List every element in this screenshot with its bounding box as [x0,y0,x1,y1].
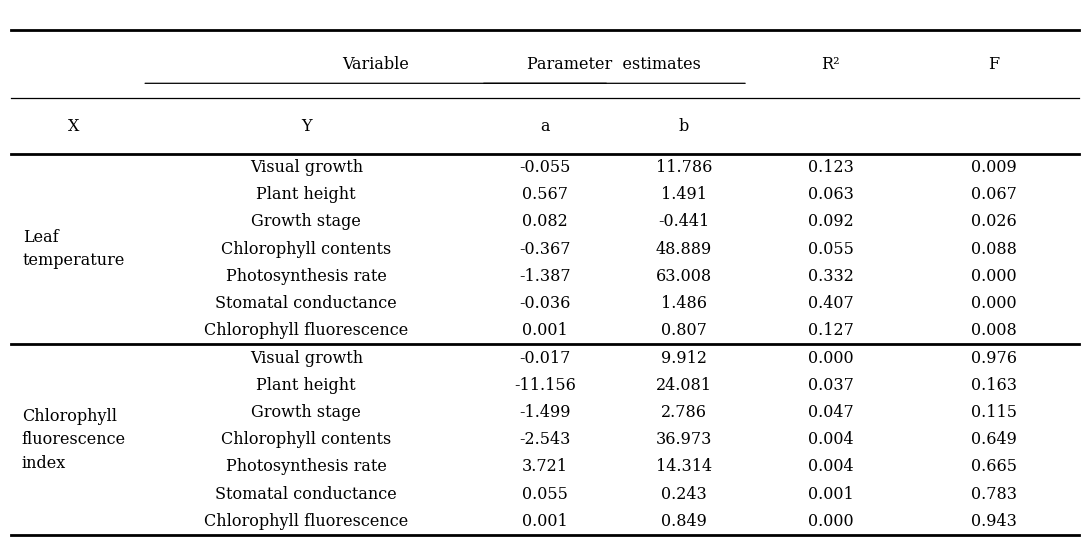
Text: 0.001: 0.001 [808,486,853,503]
Text: Plant height: Plant height [256,377,356,394]
Text: 0.047: 0.047 [808,404,853,421]
Text: 0.783: 0.783 [970,486,1017,503]
Text: -11.156: -11.156 [514,377,576,394]
Text: a: a [541,118,549,135]
Text: 11.786: 11.786 [656,159,712,176]
Text: -2.543: -2.543 [519,431,571,448]
Text: Y: Y [301,118,312,135]
Text: 0.665: 0.665 [970,458,1017,476]
Text: 0.067: 0.067 [971,186,1017,203]
Text: 0.026: 0.026 [971,213,1017,231]
Text: Photosynthesis rate: Photosynthesis rate [226,458,387,476]
Text: 0.943: 0.943 [971,513,1017,530]
Text: Stomatal conductance: Stomatal conductance [216,486,397,503]
Text: -1.387: -1.387 [519,268,571,285]
Text: Variable: Variable [342,56,409,73]
Text: 36.973: 36.973 [656,431,712,448]
Text: 0.008: 0.008 [971,323,1017,339]
Text: 0.163: 0.163 [970,377,1017,394]
Text: Parameter  estimates: Parameter estimates [528,56,701,73]
Text: Chlorophyll fluorescence: Chlorophyll fluorescence [204,323,409,339]
Text: 0.004: 0.004 [808,458,853,476]
Text: -0.036: -0.036 [519,295,571,312]
Text: 0.000: 0.000 [808,513,853,530]
Text: 1.491: 1.491 [661,186,707,203]
Text: 9.912: 9.912 [661,350,707,367]
Text: 0.092: 0.092 [808,213,853,231]
Text: Visual growth: Visual growth [250,159,363,176]
Text: Growth stage: Growth stage [252,213,361,231]
Text: 0.055: 0.055 [808,241,853,258]
Text: 0.004: 0.004 [808,431,853,448]
Text: 0.567: 0.567 [522,186,568,203]
Text: 0.243: 0.243 [661,486,706,503]
Text: 0.127: 0.127 [808,323,853,339]
Text: 0.001: 0.001 [522,513,568,530]
Text: -1.499: -1.499 [519,404,571,421]
Text: -0.017: -0.017 [519,350,571,367]
Text: 0.082: 0.082 [522,213,568,231]
Text: 0.000: 0.000 [971,295,1017,312]
Text: Plant height: Plant height [256,186,356,203]
Text: 48.889: 48.889 [656,241,712,258]
Text: X: X [69,118,80,135]
Text: 1.486: 1.486 [661,295,707,312]
Text: 63.008: 63.008 [656,268,712,285]
Text: 0.332: 0.332 [808,268,853,285]
Text: -0.055: -0.055 [519,159,571,176]
Text: 0.001: 0.001 [522,323,568,339]
Text: Leaf
temperature: Leaf temperature [23,229,125,270]
Text: 0.123: 0.123 [808,159,853,176]
Text: 0.976: 0.976 [970,350,1017,367]
Text: 0.649: 0.649 [971,431,1017,448]
Text: 0.115: 0.115 [970,404,1017,421]
Text: 0.088: 0.088 [971,241,1017,258]
Text: 0.055: 0.055 [522,486,568,503]
Text: Chlorophyll fluorescence: Chlorophyll fluorescence [204,513,409,530]
Text: -0.367: -0.367 [519,241,571,258]
Text: 0.000: 0.000 [971,268,1017,285]
Text: Growth stage: Growth stage [252,404,361,421]
Text: 0.009: 0.009 [971,159,1017,176]
Text: 24.081: 24.081 [656,377,712,394]
Text: 0.807: 0.807 [661,323,706,339]
Text: 3.721: 3.721 [522,458,568,476]
Text: F: F [988,56,1000,73]
Text: Photosynthesis rate: Photosynthesis rate [226,268,387,285]
Text: Stomatal conductance: Stomatal conductance [216,295,397,312]
Text: 0.063: 0.063 [808,186,853,203]
Text: R²: R² [822,56,840,73]
Text: b: b [679,118,689,135]
Text: Chlorophyll contents: Chlorophyll contents [221,431,391,448]
Text: Visual growth: Visual growth [250,350,363,367]
Text: Chlorophyll contents: Chlorophyll contents [221,241,391,258]
Text: Chlorophyll
fluorescence
index: Chlorophyll fluorescence index [22,408,126,472]
Text: 0.037: 0.037 [808,377,853,394]
Text: 14.314: 14.314 [656,458,712,476]
Text: 2.786: 2.786 [661,404,707,421]
Text: 0.000: 0.000 [808,350,853,367]
Text: 0.849: 0.849 [661,513,706,530]
Text: 0.407: 0.407 [808,295,853,312]
Text: -0.441: -0.441 [658,213,710,231]
